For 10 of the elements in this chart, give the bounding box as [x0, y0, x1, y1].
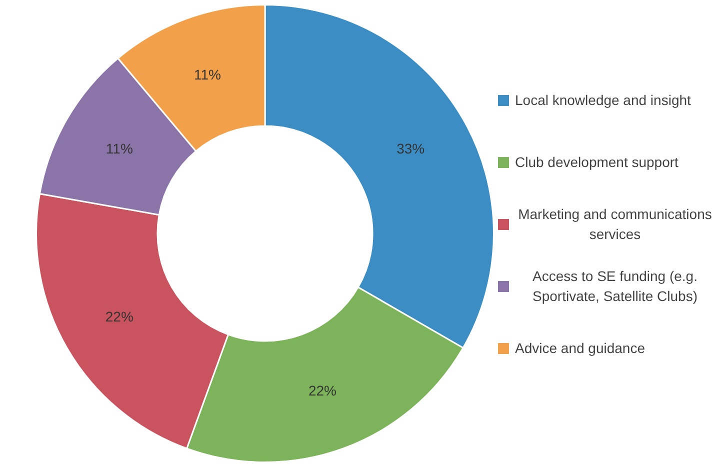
- data-label: 22%: [308, 382, 337, 398]
- data-label: 11%: [106, 140, 133, 156]
- data-label: 11%: [194, 66, 221, 82]
- legend-label: Access to SE funding (e.g. Sportivate, Satellite Clubs): [532, 267, 698, 306]
- data-label: 22%: [105, 308, 134, 324]
- legend-label: Advice and guidance: [515, 339, 645, 358]
- data-label: 33%: [396, 140, 425, 156]
- legend-label: Club development support: [515, 153, 678, 172]
- legend-label: Marketing and communications services: [517, 205, 713, 244]
- legend-label: Local knowledge and insight: [515, 91, 691, 110]
